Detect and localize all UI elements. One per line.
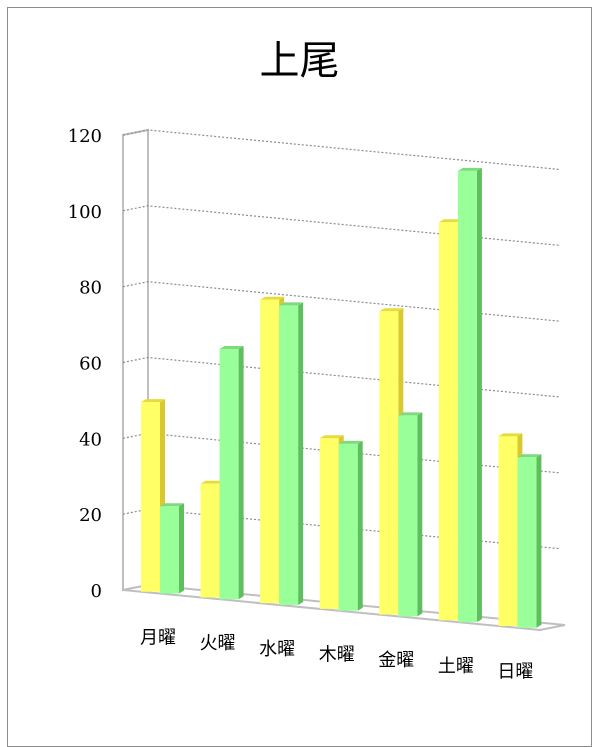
bar-side (536, 454, 542, 628)
bar-front (141, 402, 160, 592)
bar-front (200, 483, 220, 598)
bar-top (398, 412, 423, 416)
bar-top (438, 219, 463, 223)
gridline (122, 129, 561, 171)
y-tick-label: 120 (68, 126, 102, 147)
gridline (122, 356, 561, 398)
y-tick-label: 80 (79, 278, 102, 299)
bar-top (319, 435, 344, 439)
bar-front (438, 222, 458, 621)
bar-top (517, 454, 542, 458)
x-tick-label: 木曜 (319, 645, 355, 666)
bar-side (298, 302, 304, 605)
bar-front (279, 305, 299, 605)
bar-side (238, 346, 244, 600)
bar-front (517, 457, 537, 628)
y-tick-label: 40 (79, 429, 102, 450)
bar-2-7 (517, 454, 542, 628)
bar-front (260, 299, 280, 604)
bar-front (379, 311, 399, 615)
y-tick-label: 60 (79, 354, 102, 375)
bar-top (160, 503, 184, 507)
x-tick-label: 月曜 (140, 627, 176, 648)
bar-top (379, 308, 404, 312)
bar-2-3 (279, 302, 304, 605)
chart-title: 上尾 (259, 38, 340, 84)
bar-front (338, 443, 358, 611)
gridline (122, 205, 561, 246)
bar-2-2 (219, 346, 244, 600)
y-tick-label: 100 (68, 202, 102, 223)
x-tick-label: 金曜 (378, 650, 414, 671)
x-tick-label: 水曜 (259, 639, 295, 660)
x-tick-label: 日曜 (497, 662, 533, 683)
bar-side (357, 440, 363, 611)
bar-top (200, 480, 225, 484)
bar-2-1 (160, 503, 184, 594)
bars (141, 167, 542, 628)
bar-top (498, 433, 523, 437)
bar-side (179, 503, 184, 594)
bar-top (141, 399, 165, 403)
bar-top (219, 346, 244, 349)
bar-front (160, 506, 179, 594)
bar-side (476, 167, 482, 623)
y-axis-ticks: 0 20 40 60 80 100 120 (68, 126, 102, 602)
bar-top (279, 302, 304, 306)
gridline (122, 281, 561, 322)
x-tick-label: 土曜 (438, 656, 474, 677)
y-tick-label: 0 (91, 581, 102, 602)
bar-front (319, 438, 339, 609)
bar-front (398, 415, 418, 617)
bar-top (260, 296, 285, 300)
bar-top (457, 167, 482, 171)
bar-top (338, 440, 363, 444)
y-tick-label: 20 (79, 505, 102, 526)
bar-2-5 (398, 412, 423, 617)
x-axis-labels: 月曜 火曜 水曜 木曜 金曜 土曜 日曜 (140, 627, 533, 682)
chart-area: 0 20 40 60 80 100 120 月曜 火曜 水曜 木曜 金曜 土曜 日曜 (68, 126, 566, 683)
bar-side (417, 412, 423, 617)
bar-2-4 (338, 440, 363, 611)
bar-front (219, 349, 239, 600)
bar-2-6 (457, 167, 482, 623)
x-tick-label: 火曜 (200, 633, 236, 654)
bar-front (498, 436, 518, 627)
bar-front (457, 170, 477, 623)
